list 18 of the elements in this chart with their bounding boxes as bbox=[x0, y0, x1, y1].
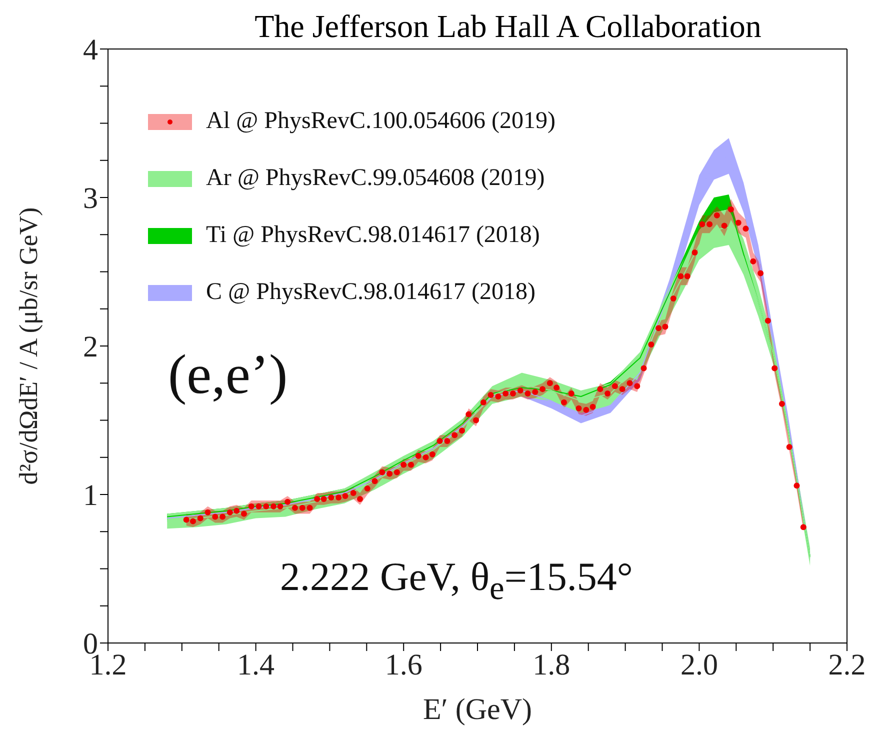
annotation: (e,e’) bbox=[168, 343, 288, 407]
x-tick-label: 1.4 bbox=[237, 648, 275, 682]
x-tick-label: 1.8 bbox=[532, 648, 570, 682]
y-tick-label: 1 bbox=[83, 479, 98, 512]
chart-title: The Jefferson Lab Hall A Collaboration bbox=[254, 8, 762, 44]
legend-label: Al @ PhysRevC.100.054606 (2019) bbox=[206, 108, 556, 135]
x-tick-label: 1.6 bbox=[384, 648, 422, 682]
x-axis-title: E′ (GeV) bbox=[422, 693, 532, 726]
x-tick-label: 2.2 bbox=[828, 648, 866, 682]
legend-label: Ar @ PhysRevC.99.054608 (2019) bbox=[206, 165, 545, 192]
legend-label: Ti @ PhysRevC.98.014617 (2018) bbox=[206, 222, 540, 249]
y-tick-label: 2 bbox=[83, 330, 98, 364]
y-axis-title: d²σ/dΩdE′ / A (μb/sr GeV) bbox=[14, 207, 44, 485]
legend-label: C @ PhysRevC.98.014617 (2018) bbox=[206, 279, 536, 306]
y-tick-label: 4 bbox=[83, 34, 98, 67]
x-tick-label: 2.0 bbox=[680, 648, 718, 682]
annotation: 2.222 GeV, θ$_{e}$=15.54° bbox=[280, 553, 633, 608]
y-tick-label: 3 bbox=[83, 182, 98, 216]
